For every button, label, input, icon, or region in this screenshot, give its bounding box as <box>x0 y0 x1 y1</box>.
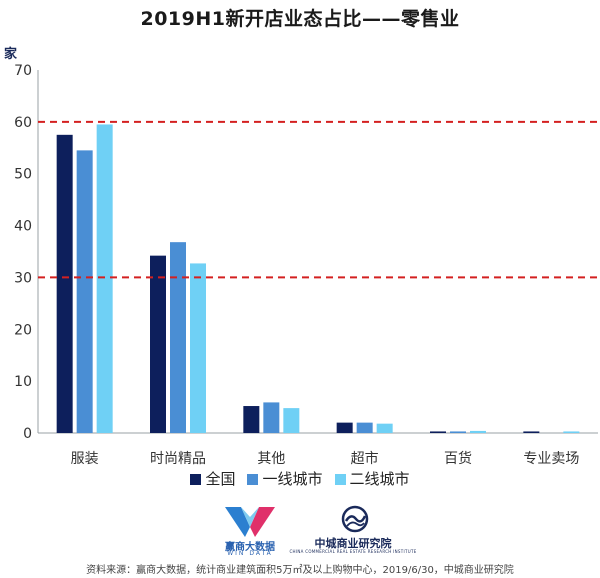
zhongcheng-logo-name: 中城商业研究院 <box>314 537 392 550</box>
y-tick-label: 10 <box>14 374 32 390</box>
legend-item: 一线城市 <box>247 468 323 489</box>
bar-4-1 <box>450 431 466 433</box>
y-tick-label: 70 <box>14 63 32 79</box>
windata-logo-name: 赢商大数据 <box>225 542 275 553</box>
bar-3-2 <box>376 423 393 433</box>
y-axis-unit: 家 <box>4 46 18 62</box>
y-tick-label: 20 <box>14 322 32 338</box>
bar-4-2 <box>470 430 486 433</box>
x-category-label: 服装 <box>71 451 99 467</box>
y-tick-label: 40 <box>14 219 32 235</box>
y-tick-label: 30 <box>14 270 32 286</box>
bar-1-2 <box>190 263 206 433</box>
windata-logo-icon <box>225 507 275 537</box>
bar-1-0 <box>150 255 166 433</box>
x-category-label: 其他 <box>257 451 285 467</box>
zhongcheng-logo: 中城商业研究院 CHINA COMMERCIAL REAL ESTATE RES… <box>289 505 416 560</box>
legend-swatch <box>334 474 346 485</box>
legend-label: 全国 <box>205 470 236 488</box>
x-category-label: 百货 <box>444 450 472 467</box>
legend-item: 二线城市 <box>334 468 410 489</box>
zhongcheng-logo-en: CHINA COMMERCIAL REAL ESTATE RESEARCH IN… <box>289 549 417 554</box>
y-tick-label: 50 <box>14 167 32 183</box>
bar-3-0 <box>336 422 353 433</box>
legend-swatch <box>190 474 202 485</box>
bar-2-0 <box>243 406 260 433</box>
bar-4-0 <box>430 431 446 433</box>
legend-item: 全国 <box>190 468 235 489</box>
bar-5-2 <box>563 431 580 433</box>
x-category-label: 专业卖场 <box>523 451 579 467</box>
y-tick-label: 60 <box>14 115 32 131</box>
windata-logo-en: WIN DATA <box>227 550 273 557</box>
source-note: 资料来源：赢商大数据，统计商业建筑面积5万㎡及以上购物中心，2019/6/30，… <box>86 565 514 576</box>
bar-5-0 <box>523 431 540 433</box>
chart-title: 2019H1新开店业态占比——零售业 <box>140 8 460 30</box>
bar-3-1 <box>356 422 373 433</box>
legend-label: 二线城市 <box>349 470 410 488</box>
y-tick-label: 0 <box>23 426 32 442</box>
x-category-label: 超市 <box>351 450 379 467</box>
bar-2-2 <box>283 408 300 433</box>
x-category-label: 时尚精品 <box>150 451 206 467</box>
windata-logo: 赢商大数据 WIN DATA <box>223 505 277 560</box>
bar-0-1 <box>76 150 93 433</box>
logos: 赢商大数据 WIN DATA 中城商业研究院 CHINA COMMERCIAL … <box>0 505 600 560</box>
bar-2-1 <box>263 402 280 433</box>
legend-label: 一线城市 <box>262 470 323 488</box>
bar-0-0 <box>56 134 73 434</box>
bar-0-2 <box>96 124 113 433</box>
zhongcheng-logo-icon <box>341 505 369 533</box>
legend-swatch <box>247 474 259 485</box>
legend: 全国 一线城市 二线城市 <box>0 468 600 489</box>
bar-1-1 <box>170 242 186 433</box>
